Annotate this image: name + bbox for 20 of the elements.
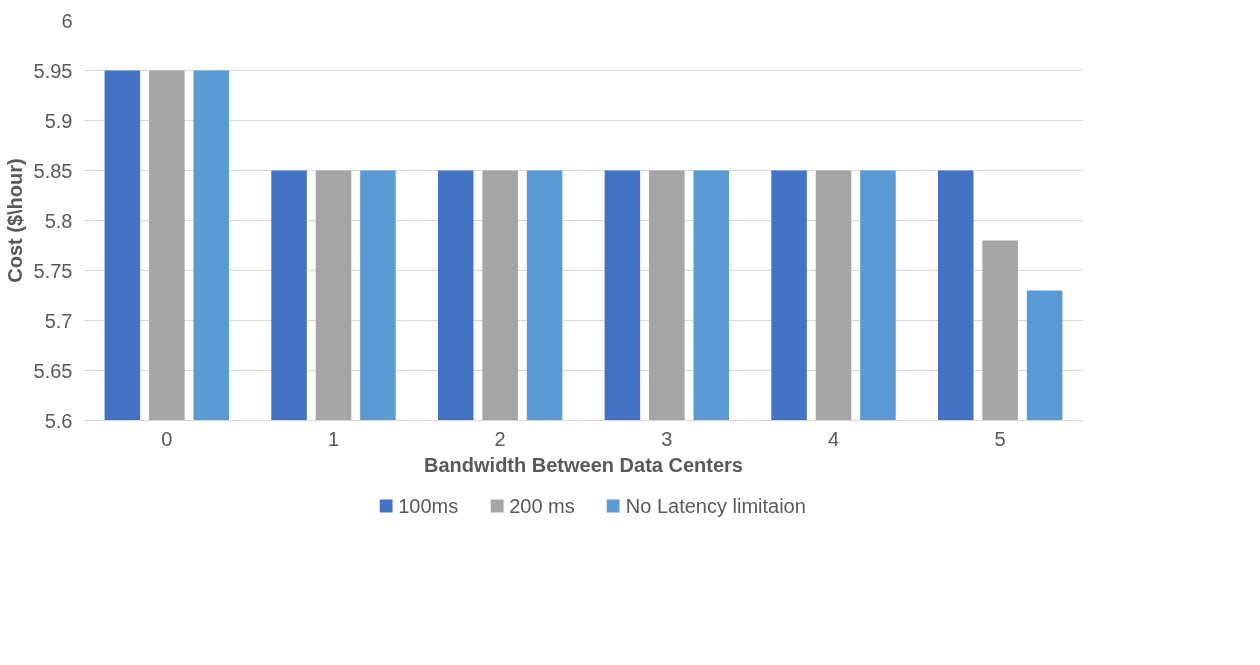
- x-tick-label: 0: [161, 427, 173, 450]
- legend-label: 200 ms: [509, 494, 575, 517]
- x-tick-label: 5: [994, 427, 1006, 450]
- y-tick-label: 5.7: [44, 309, 73, 332]
- y-tick-label: 5.75: [33, 259, 73, 282]
- x-tick-label: 4: [827, 427, 840, 450]
- y-tick-label: 5.9: [44, 109, 73, 132]
- x-tick-label: 3: [661, 427, 673, 450]
- legend-label: 100ms: [398, 494, 459, 517]
- y-axis-title: Cost ($\hour): [3, 158, 26, 283]
- x-tick-label: 2: [494, 427, 506, 450]
- y-tick-label: 5.95: [33, 59, 73, 82]
- x-axis-title: Bandwidth Between Data Centers: [424, 453, 743, 476]
- y-tick-label: 5.8: [44, 209, 73, 232]
- x-tick-label: 1: [327, 427, 340, 450]
- y-tick-label: 6: [61, 9, 73, 32]
- y-tick-label: 5.6: [44, 409, 73, 432]
- y-tick-label: 5.65: [33, 359, 73, 382]
- y-tick-label: 5.85: [33, 159, 73, 182]
- legend-label: No Latency limitaion: [625, 494, 806, 517]
